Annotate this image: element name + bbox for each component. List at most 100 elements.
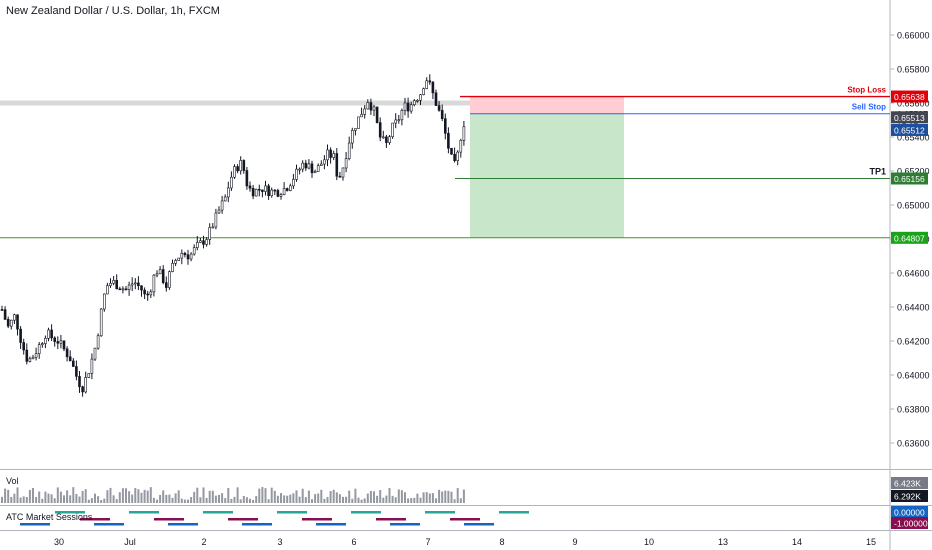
volume-bar [413,497,416,503]
volume-bar [103,498,106,503]
price-badges: 0.656380.6553717:070.655130.655120.65156… [891,90,928,529]
volume-bar [419,497,422,503]
candle-up [326,149,329,161]
volume-bar [431,493,434,503]
volume-bar [261,487,264,503]
volume-bar [276,495,279,503]
candle-up [347,142,351,159]
y-tick-label: 0.64000 [897,371,930,381]
candle-down [378,122,382,138]
candle-up [90,358,94,374]
candle-up [87,373,91,378]
candle-up [381,136,385,139]
volume-bar [78,496,81,503]
volume-bar [171,497,174,503]
candle-down [335,153,339,177]
volume-bar [311,499,313,503]
volume-bar [438,489,441,503]
main-pane[interactable] [0,0,890,470]
candle-up [230,176,233,189]
volume-bar [32,487,34,503]
volume-bar [348,490,351,503]
candle-up [93,347,97,360]
volume-bar [249,498,251,503]
volume-bar [106,490,109,503]
candle-up [44,338,47,344]
candle-up [298,168,301,171]
candle-up [366,102,370,110]
candle-up [189,253,193,260]
candle-down [25,349,29,362]
session-bar [464,523,494,526]
candle-up [10,319,13,327]
time-axis[interactable]: 30 Jul 2 3 6 7 8 9 10 13 14 15 [54,537,876,547]
volume-bar [90,498,93,503]
session-bar [450,518,480,521]
indicator-badge-1: -1.00000 [894,519,928,529]
session-bar [390,523,420,526]
candle-down [68,356,72,362]
candle-down [6,319,10,327]
stop-loss-label: Stop Loss [847,86,886,95]
volume-bar [255,496,258,503]
session-bar [376,518,406,521]
volume-bar [425,492,428,503]
volume-bar [267,499,270,503]
volume-bar [131,494,134,503]
volume-bar [10,496,13,503]
candle-up [127,284,131,291]
volume-bar [100,499,103,503]
y-tick-label: 0.66000 [897,31,930,41]
candle-up [220,200,224,211]
volume-bar [450,491,453,503]
candle-up [134,282,137,285]
y-tick-label: 0.64200 [897,337,930,347]
candle-up [323,159,326,165]
x-tick-label: 3 [277,537,282,547]
volume-bar [428,493,431,503]
volume-label: Vol [6,476,19,486]
candle-up [174,260,177,264]
volume-bar [59,491,62,503]
session-bar [168,523,198,526]
last-price-badge-0-bg [891,111,928,124]
candle-down [137,282,140,287]
candle-down [257,188,261,191]
volume-bar [28,489,31,503]
candle-up [288,185,292,191]
candle-up [192,247,196,255]
candle-down [267,185,270,197]
candle-up [47,329,50,339]
candle-up [103,293,106,310]
volume-bar [177,490,180,503]
price-levels [0,95,890,239]
candle-up [121,288,125,291]
candle-down [453,153,456,161]
candle-up [112,280,115,284]
volume-bar [245,497,248,503]
candle-down [202,240,205,245]
tp1-label: TP1 [869,166,886,176]
candle-up [149,291,153,296]
level-labels: Stop Loss Sell Stop TP1 Vol ATC Market Sessi… [6,86,887,522]
volume-bar [205,497,208,503]
volume-bar [221,493,224,503]
candle-down [437,105,441,111]
volume-bar [369,490,372,503]
volume-bar [146,490,149,503]
candle-up [180,252,184,259]
tp1-price-badge: 0.65156 [894,174,925,184]
candle-down [428,80,432,83]
volume-bar [7,489,10,503]
volume-bar [190,496,193,503]
candle-down [406,102,410,112]
volume-bar [360,499,363,503]
volume-bar [44,491,47,503]
volume-bar [304,497,307,503]
volume-bar [456,488,459,503]
candle-down [251,187,255,197]
candle-down [450,147,453,155]
candle-down [146,293,149,296]
candle-up [270,189,274,197]
